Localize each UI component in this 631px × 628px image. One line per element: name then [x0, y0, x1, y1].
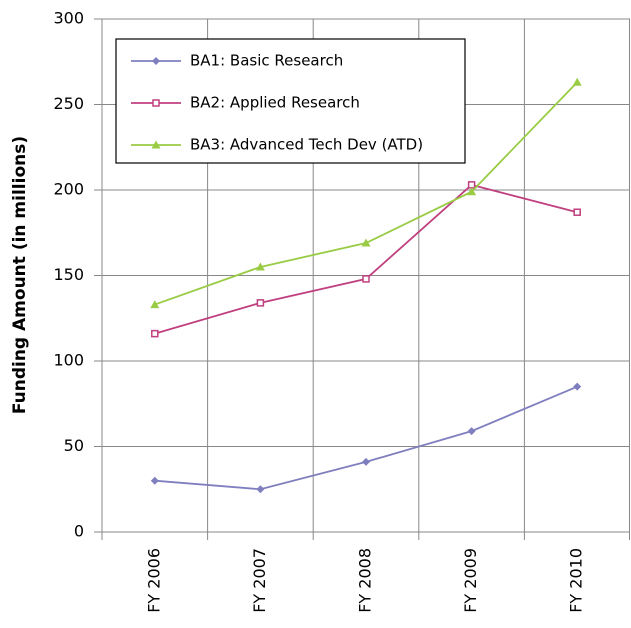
point — [255, 262, 265, 271]
y-tick-label: 0 — [74, 522, 84, 541]
point — [362, 457, 370, 466]
y-tick-label: 250 — [53, 94, 84, 113]
legend-label: BA1: Basic Research — [190, 52, 343, 70]
legend: BA1: Basic Research BA2: Applied Research… — [115, 38, 466, 164]
x-tick-label: FY 2008 — [356, 548, 375, 613]
y-tick-label: 200 — [53, 180, 84, 199]
y-axis-label: Funding Amount (in millions) — [10, 136, 30, 414]
point — [256, 299, 265, 307]
x-tick-label: FY 2009 — [461, 548, 480, 613]
point — [573, 382, 582, 391]
x-tick-label: FY 2007 — [250, 548, 269, 613]
x-tick-label: FY 2010 — [567, 548, 586, 613]
legend-marker — [152, 99, 160, 107]
point — [573, 208, 581, 216]
legend-label: BA3: Advanced Tech Dev (ATD) — [190, 136, 423, 154]
point — [572, 77, 582, 86]
y-tick-label: 300 — [53, 9, 84, 28]
point — [150, 476, 159, 485]
point — [361, 238, 371, 247]
point — [467, 427, 476, 436]
y-tick-label: 50 — [64, 436, 84, 455]
point — [467, 181, 476, 189]
point — [362, 275, 370, 283]
x-tick-label: FY 2006 — [144, 548, 163, 613]
y-tick-label: 100 — [53, 351, 84, 370]
series-line — [154, 385, 578, 491]
legend-box — [115, 38, 466, 164]
point — [467, 187, 477, 196]
legend-marker — [152, 57, 160, 65]
legend-label: BA2: Applied Research — [190, 94, 360, 112]
point — [256, 485, 265, 494]
series-line — [154, 183, 578, 335]
y-tick-label: 150 — [53, 265, 84, 284]
legend-marker — [151, 140, 161, 149]
point — [151, 329, 159, 338]
point — [150, 300, 160, 309]
